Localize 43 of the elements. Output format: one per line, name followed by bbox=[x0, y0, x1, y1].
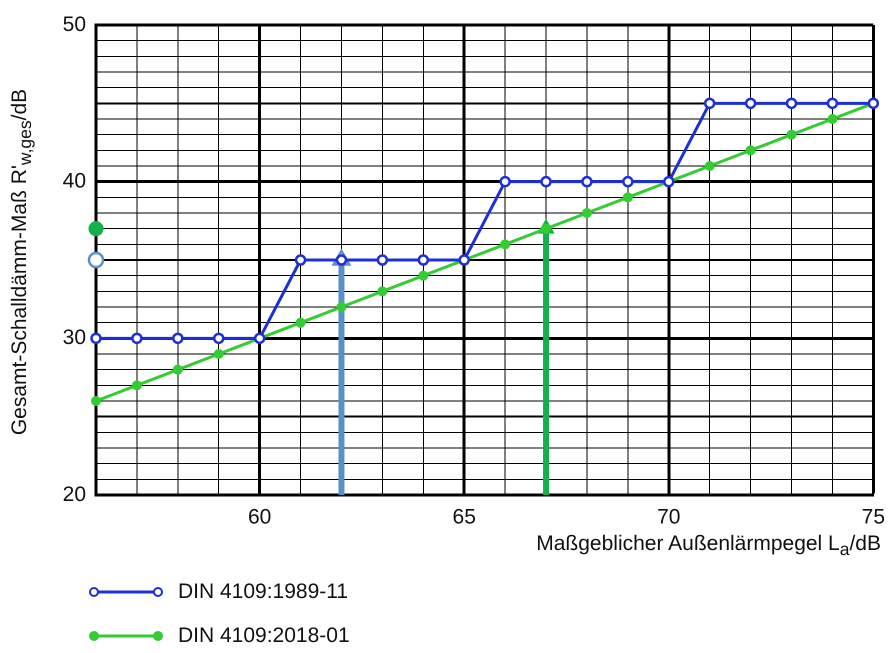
point bbox=[622, 192, 633, 202]
legend-label: DIN 4109:2018-01 bbox=[178, 624, 350, 648]
point bbox=[704, 98, 716, 110]
point bbox=[132, 380, 142, 390]
y-tick-label: 50 bbox=[62, 12, 86, 36]
y-tick-label: 40 bbox=[62, 169, 86, 192]
point bbox=[826, 98, 838, 110]
point bbox=[500, 239, 510, 250]
x-tick-label: 65 bbox=[452, 505, 476, 528]
point bbox=[90, 332, 102, 344]
point bbox=[704, 161, 715, 171]
point bbox=[376, 254, 388, 266]
y-tick-label: 30 bbox=[62, 326, 86, 350]
point bbox=[581, 176, 593, 188]
point bbox=[827, 114, 838, 124]
point bbox=[296, 318, 306, 328]
x-tick-label: 75 bbox=[862, 505, 885, 528]
point bbox=[377, 286, 388, 296]
legend-label: DIN 4109:1989-11 bbox=[178, 580, 348, 604]
point bbox=[131, 332, 143, 344]
point bbox=[540, 176, 552, 188]
point bbox=[172, 332, 184, 344]
point bbox=[336, 302, 346, 312]
point bbox=[88, 252, 104, 268]
point bbox=[786, 98, 798, 110]
point bbox=[786, 130, 796, 140]
point bbox=[91, 396, 101, 406]
point bbox=[212, 332, 224, 344]
x-tick-label: 60 bbox=[248, 505, 272, 528]
point bbox=[294, 254, 306, 266]
point bbox=[582, 208, 592, 218]
y-tick-label: 20 bbox=[62, 482, 86, 506]
point bbox=[622, 176, 634, 188]
point bbox=[744, 98, 756, 110]
point bbox=[88, 221, 104, 236]
point bbox=[418, 270, 428, 281]
x-tick-label: 70 bbox=[657, 505, 680, 528]
point bbox=[746, 145, 756, 156]
point bbox=[499, 176, 511, 188]
point bbox=[172, 364, 183, 375]
point bbox=[214, 349, 224, 359]
x-axis-title: Maßgeblicher Außenlärmpegel L$_{a}$/dB bbox=[536, 532, 881, 560]
point bbox=[418, 254, 430, 266]
